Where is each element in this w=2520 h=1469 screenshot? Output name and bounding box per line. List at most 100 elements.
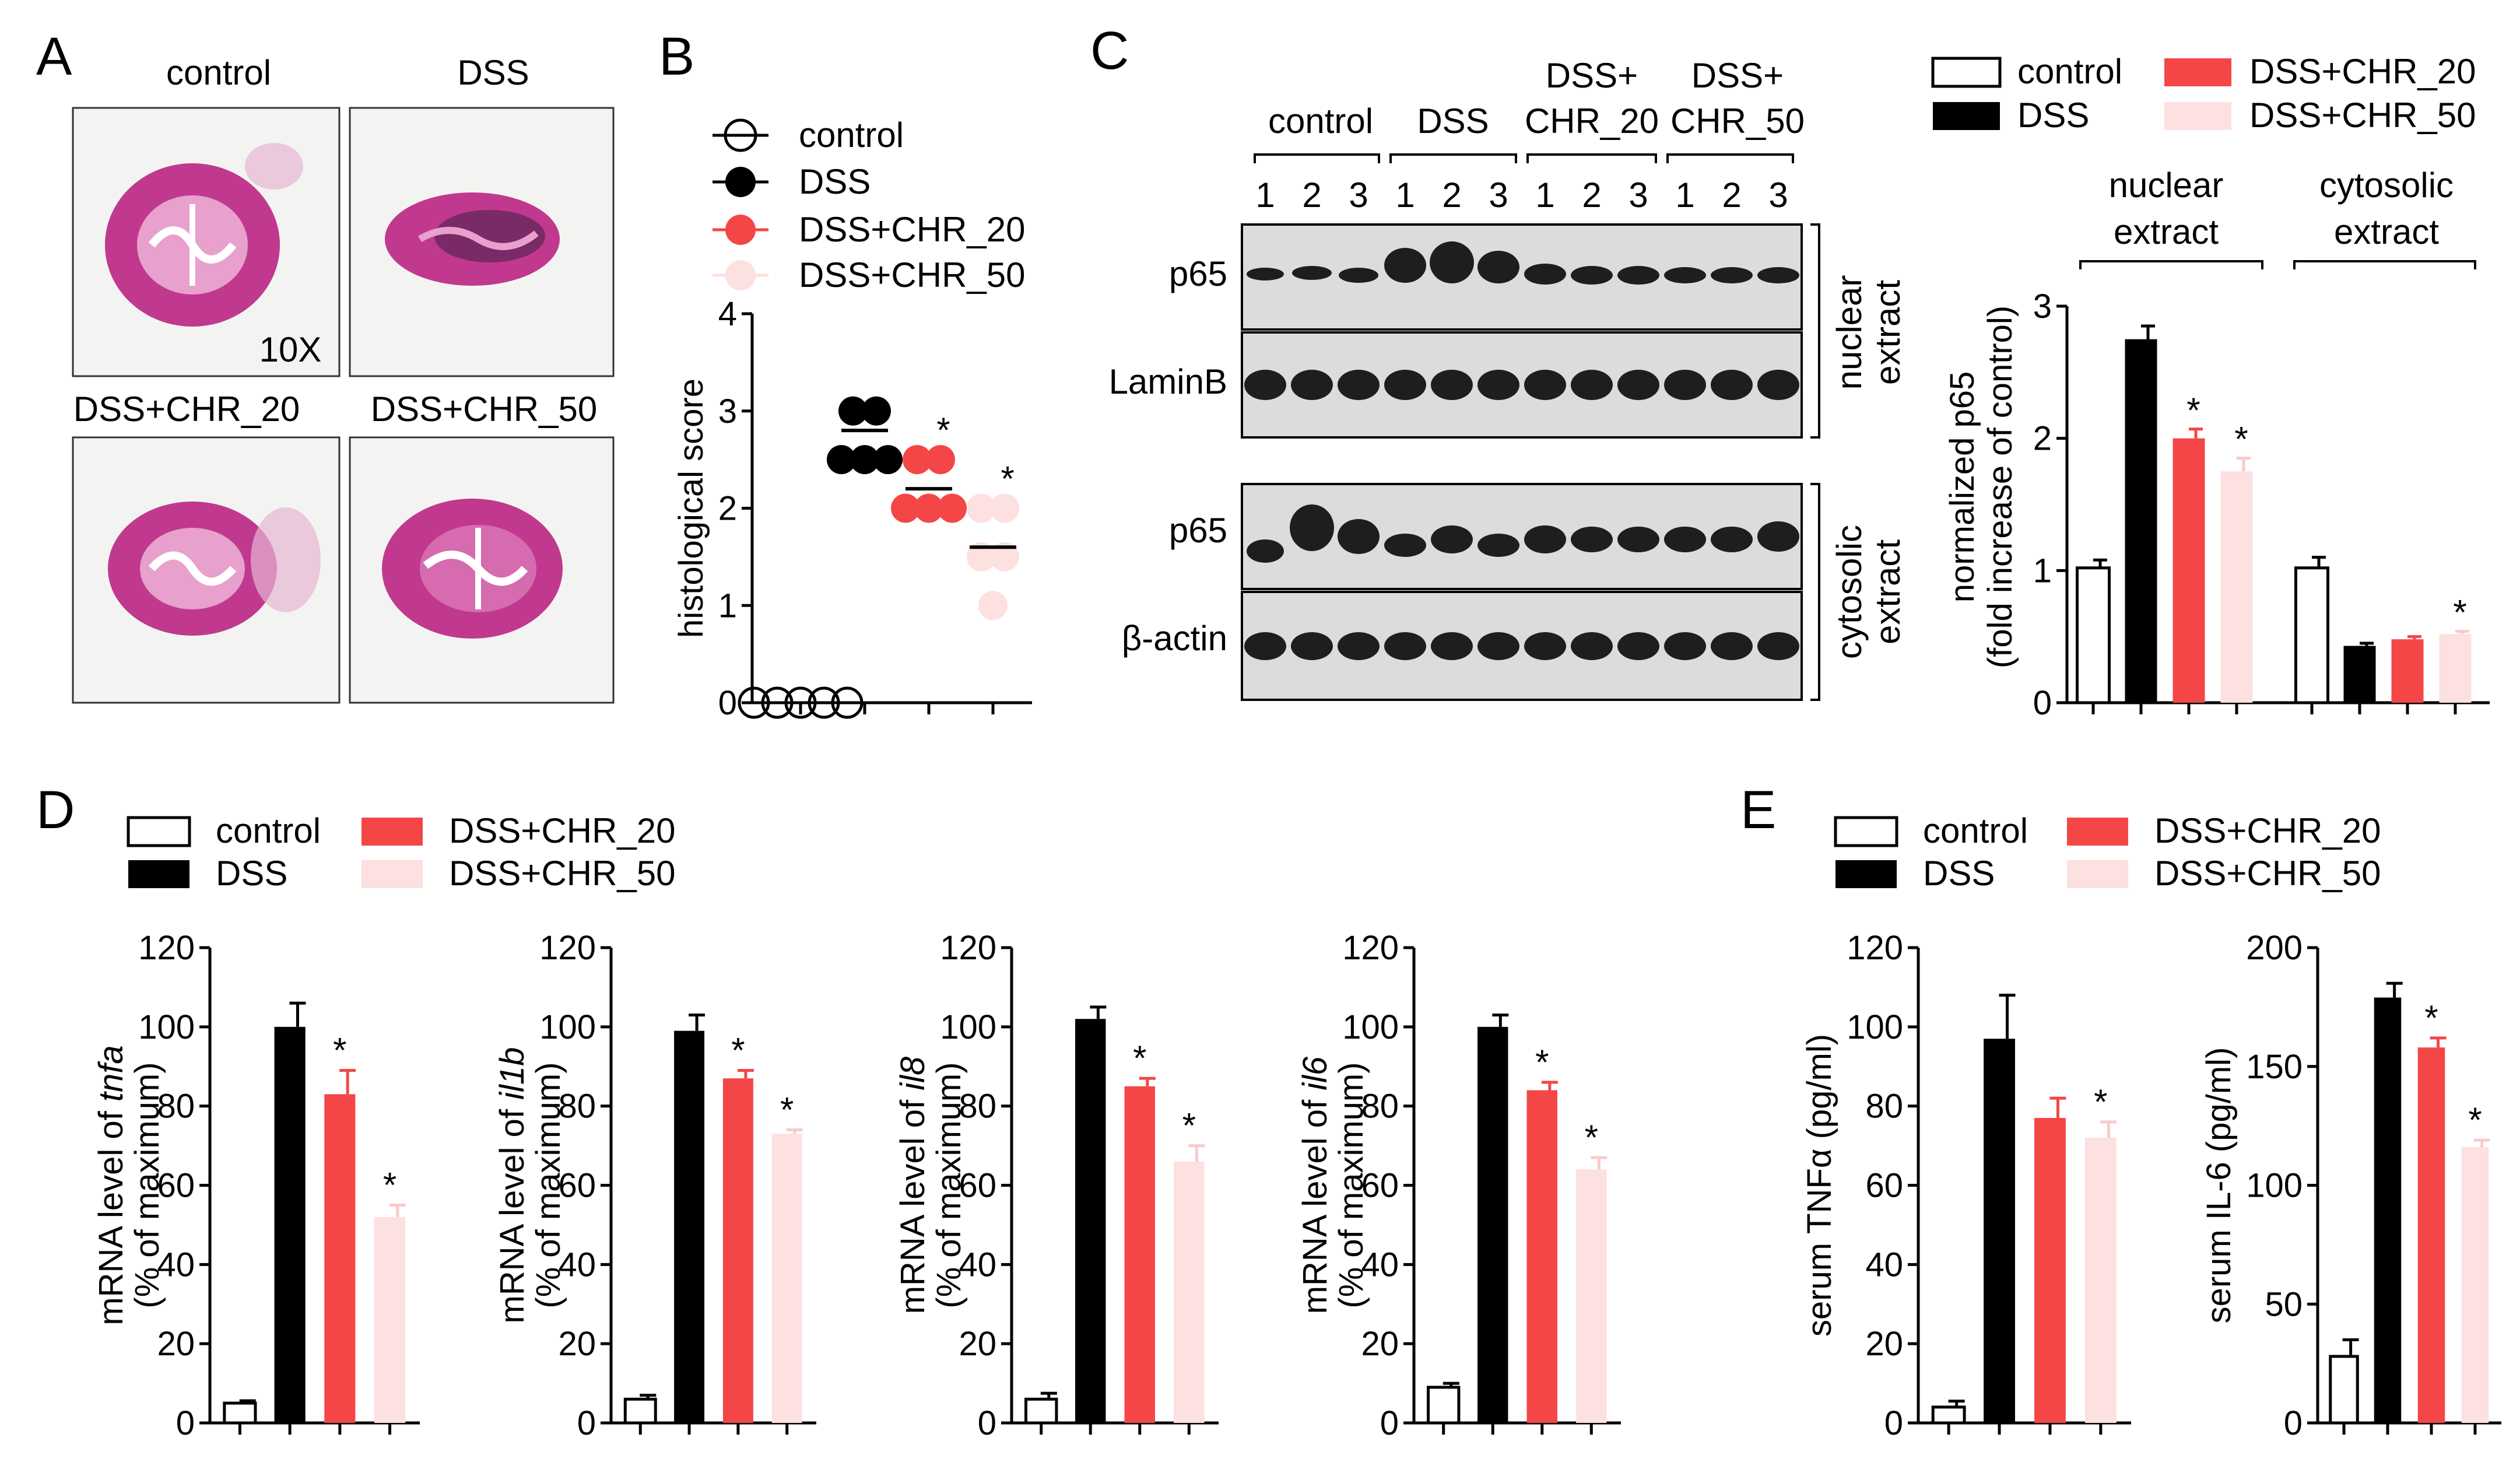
y-tick-label: 40: [1865, 1246, 1903, 1284]
y-axis-label: mRNA level of tnfa: [92, 1045, 130, 1325]
blot-strip-beta-actin: [1241, 591, 1803, 701]
significance-marker: *: [936, 411, 950, 450]
data-point-dss: [838, 396, 868, 426]
bar-chr50: [1576, 1169, 1607, 1423]
y-tick-label: 3: [718, 392, 737, 430]
y-tick-label: 0: [176, 1404, 195, 1442]
legend-label: control: [799, 115, 904, 155]
y-tick-label: 60: [558, 1167, 596, 1205]
data-point-chr20: [914, 493, 943, 523]
y-tick-label: 2: [2033, 420, 2052, 458]
y-tick-label: 80: [1361, 1088, 1399, 1126]
blot-row-label-p65-nuclear: p65: [1169, 254, 1227, 293]
y-axis-label: mRNA level of il6: [1296, 1056, 1334, 1314]
legend-swatch-dss: [128, 860, 189, 888]
bar-control: [2076, 566, 2111, 704]
western-blot-lane-labels: control DSS DSS+ CHR_20 DSS+ CHR_50 1 2 …: [1254, 56, 1805, 215]
histology-label-chr20: DSS+CHR_20: [73, 390, 300, 429]
bar-dss: [1984, 1039, 2015, 1423]
bar-control: [2294, 566, 2329, 704]
legend-item-dss: DSS: [713, 162, 871, 201]
panel-letter-d: D: [36, 780, 75, 840]
significance-marker: *: [731, 1031, 745, 1070]
blot-row-label-p65-cytosolic: p65: [1169, 511, 1227, 550]
bar-chr20: [722, 1078, 753, 1423]
y-axis-label: mRNA level of il8: [894, 1057, 932, 1314]
y-tick-label: 100: [940, 1008, 996, 1046]
bar-chr20: [2391, 639, 2424, 703]
histology-image-dss: [349, 107, 615, 377]
bar-dss: [1477, 1026, 1508, 1423]
blot-strip-p65-nuclear: [1241, 223, 1803, 331]
bar-dss: [2374, 997, 2402, 1423]
y-tick-label: 120: [539, 929, 596, 967]
y-tick-label: 0: [718, 684, 737, 722]
blot-group-chr50-line2: CHR_50: [1670, 101, 1805, 141]
blot-group-chr20-line1: DSS+: [1546, 56, 1638, 95]
y-tick-label: 0: [1380, 1404, 1399, 1442]
group-header-nuclear-line2: extract: [2114, 212, 2219, 251]
y-tick-label: 40: [1361, 1246, 1399, 1284]
y-tick-label: 120: [940, 929, 996, 967]
legend-swatch-dss: [1933, 102, 2000, 130]
blot-group-control: control: [1268, 101, 1373, 141]
legend-swatch-control: [1834, 816, 1898, 847]
y-tick-label: 0: [978, 1404, 996, 1442]
significance-marker: *: [2424, 998, 2438, 1037]
lane-number: 3: [1768, 176, 1788, 215]
serum-il6-chart: 0 50 100 150 200 * * serum IL-6 (pg/ml): [2200, 929, 2501, 1442]
il6-mrna-chart: 0 20 40 60 80 100 120 * * mRNA level of il6(% of …: [1296, 929, 1621, 1442]
legend-label: control: [1923, 811, 2028, 850]
data-point-chr20: [926, 445, 955, 475]
legend-item-chr20: DSS+CHR_20: [713, 210, 1026, 249]
blot-side-bracket-nuclear: nuclear extract: [1810, 223, 1907, 439]
p65-quantification-chart: 0 1 2 3 * * * normalized p65 (fold increase of c…: [1943, 288, 2490, 722]
y-axis-label: mRNA level of il1b: [493, 1047, 531, 1324]
blot-strip-p65-cytosolic: [1241, 483, 1803, 590]
bar-dss: [1075, 1019, 1106, 1423]
y-tick-label: 100: [1342, 1008, 1399, 1046]
y-tick-label: 60: [959, 1167, 996, 1205]
panel-c-legend: control DSS DSS+CHR_20 DSS+CHR_50: [1931, 52, 2476, 135]
group-header-nuclear: nuclear: [2109, 166, 2224, 205]
significance-marker: *: [2453, 593, 2466, 632]
significance-marker: *: [780, 1090, 794, 1129]
bar-dss: [674, 1030, 705, 1423]
bar-chr20: [1124, 1086, 1155, 1423]
bar-control: [1427, 1386, 1461, 1425]
significance-marker: *: [1182, 1106, 1196, 1145]
legend-swatch-chr50: [361, 860, 423, 888]
panel-letter-c: C: [1090, 21, 1129, 80]
y-tick-label: 4: [718, 295, 737, 333]
y-tick-label: 0: [2033, 684, 2052, 722]
significance-marker: *: [1585, 1118, 1598, 1157]
y-axis-label: (% of maximum): [1332, 1062, 1370, 1308]
blot-row-label-beta-actin: β-actin: [1122, 619, 1227, 658]
lane-number: 2: [1582, 176, 1601, 215]
y-tick-label: 40: [959, 1246, 996, 1284]
serum-tnfa-chart: 0 20 40 60 80 100 120 * serum TNFα (pg/ml): [1800, 929, 2131, 1442]
side-label-cytosolic-line2: extract: [1868, 539, 1907, 644]
lane-numbers: 1 2 3 1 2 3 1 2 3 1 2 3: [1255, 176, 1788, 215]
side-label-nuclear: nuclear: [1830, 275, 1869, 390]
bar-control: [1024, 1397, 1058, 1425]
lane-number: 3: [1489, 176, 1508, 215]
legend-label: DSS: [799, 162, 871, 201]
bar-chr50: [2461, 1147, 2489, 1423]
blot-group-chr50-line1: DSS+: [1691, 56, 1784, 95]
significance-marker: *: [383, 1165, 396, 1204]
legend-swatch-chr20: [2067, 818, 2128, 846]
blot-row-label-laminb: LaminB: [1109, 362, 1227, 401]
blot-group-dss: DSS: [1417, 101, 1489, 141]
data-point-chr50: [967, 493, 996, 523]
il1b-mrna-chart: 0 20 40 60 80 100 120 * * mRNA level of il1b(% of…: [493, 929, 816, 1442]
histology-score-plot: 0 1 2 3 4 * * histological score: [672, 295, 1032, 722]
y-tick-label: 40: [157, 1246, 195, 1284]
y-tick-label: 60: [1865, 1167, 1903, 1205]
data-point-chr20: [891, 493, 920, 523]
y-axis-label: histological score: [672, 378, 710, 638]
legend-swatch-dss: [1835, 860, 1897, 888]
data-point-control: [808, 686, 840, 719]
data-point-chr20: [903, 445, 932, 475]
